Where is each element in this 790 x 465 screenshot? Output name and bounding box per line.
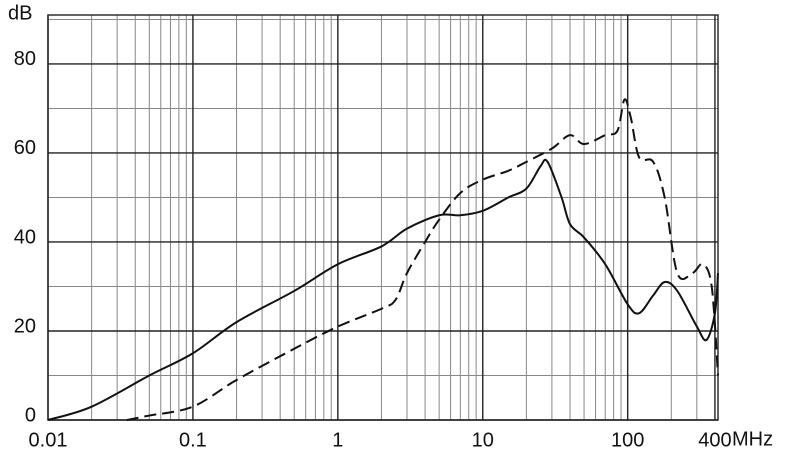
y-tick-label: 0 [25,404,36,426]
x-tick-label: 0.1 [179,429,207,451]
y-tick-label: 20 [14,315,36,337]
y-tick-label: 60 [14,137,36,159]
x-tick-label: 0.01 [29,429,68,451]
y-axis-label: dB [8,2,32,24]
y-tick-label: 80 [14,48,36,70]
x-tick-label: 100 [611,429,644,451]
x-tick-label: 10 [472,429,494,451]
plot-frame [47,14,719,421]
x-axis-label: MHz [732,428,773,450]
x-tick-label: 1 [332,429,343,451]
y-tick-label: 40 [14,226,36,248]
x-tick-label: 400 [698,429,731,451]
series-line [47,158,719,421]
series-line [126,98,719,421]
